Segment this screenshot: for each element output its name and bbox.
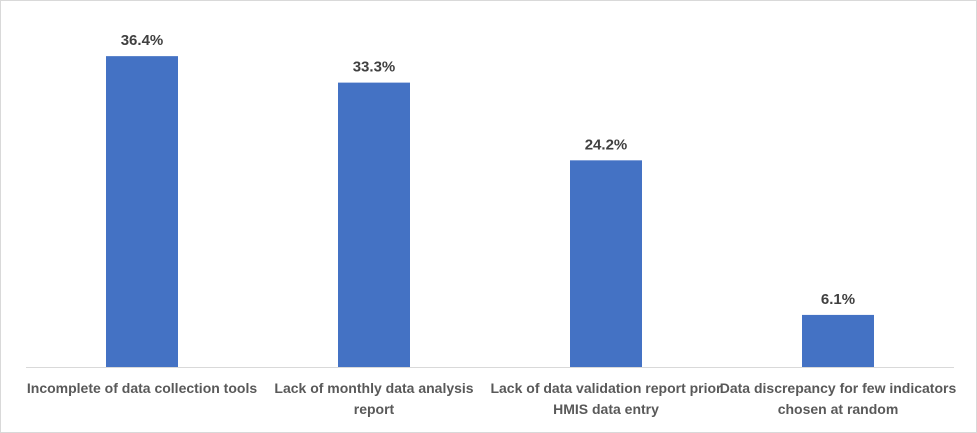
category-label: Lack of monthly data analysis report <box>274 380 474 417</box>
bar <box>570 160 642 367</box>
data-label: 36.4% <box>121 32 164 49</box>
bar <box>106 56 178 367</box>
category-label: Lack of data validation report prior HMI… <box>490 380 722 417</box>
data-label: 6.1% <box>821 291 855 308</box>
data-label: 33.3% <box>353 59 396 76</box>
bar <box>802 314 874 367</box>
bar <box>338 82 410 368</box>
data-label: 24.2% <box>585 136 628 153</box>
category-label: Data discrepancy for few indicators chos… <box>719 380 957 417</box>
category-label: Incomplete of data collection tools <box>26 380 258 396</box>
